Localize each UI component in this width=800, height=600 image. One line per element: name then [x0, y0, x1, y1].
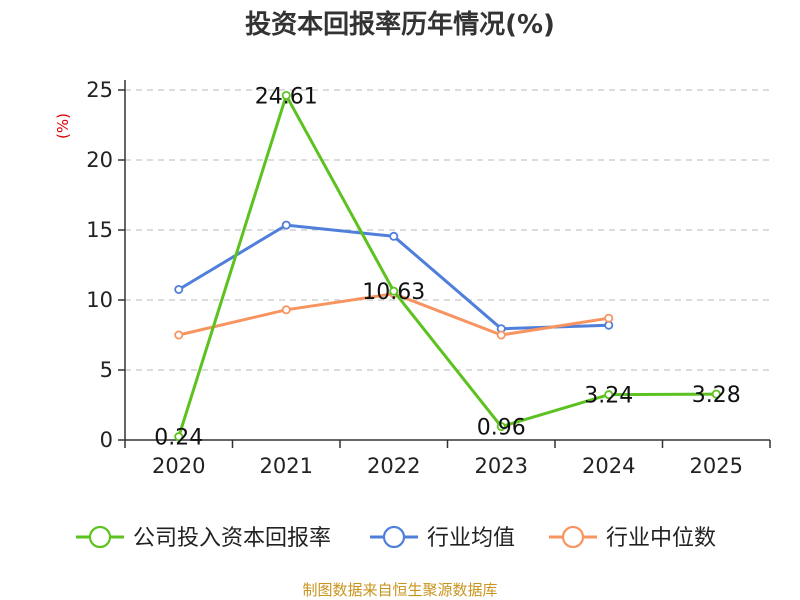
legend-item[interactable]: 公司投入资本回报率	[76, 525, 331, 551]
data-label: 3.24	[584, 384, 633, 409]
x-tick-label: 2021	[260, 454, 313, 478]
data-point-company	[496, 422, 506, 432]
data-point-company	[604, 390, 614, 400]
data-label: 0.96	[477, 416, 526, 441]
series-line-company	[177, 93, 717, 438]
data-label: 0.24	[154, 426, 203, 451]
legend-marker-icon	[88, 525, 112, 549]
legend-marker-icon	[561, 525, 585, 549]
data-point-industry-median	[174, 330, 184, 340]
legend-label: 行业均值	[427, 526, 515, 551]
data-label: 24.61	[255, 84, 318, 109]
x-tick-label: 2022	[367, 454, 420, 478]
x-tick-label: 2024	[582, 454, 635, 478]
data-point-industry-median	[496, 330, 506, 340]
legend-label: 公司投入资本回报率	[133, 526, 331, 551]
legend-item[interactable]: 行业中位数	[549, 525, 716, 551]
x-tick-label: 2020	[152, 454, 205, 478]
y-axis-unit-label: (%)	[54, 113, 72, 139]
legend-label: 行业中位数	[606, 526, 716, 551]
y-tick-label: 25	[86, 78, 113, 102]
y-tick-label: 15	[86, 218, 113, 242]
data-point-company	[174, 432, 184, 442]
x-tick-label: 2023	[475, 454, 528, 478]
data-point-industry-mean	[281, 220, 291, 230]
data-label: 10.63	[362, 280, 425, 305]
data-point-company	[281, 90, 291, 100]
y-tick-label: 5	[100, 358, 113, 382]
data-point-industry-median	[604, 313, 614, 323]
data-point-company	[389, 286, 399, 296]
y-tick-label: 10	[86, 288, 113, 312]
x-tick-label: 2025	[690, 454, 743, 478]
data-point-industry-mean	[174, 284, 184, 294]
legend-marker-icon	[382, 525, 406, 549]
data-source-note: 制图数据来自恒生聚源数据库	[302, 581, 497, 599]
chart-title: 投资本回报率历年情况(%)	[245, 9, 555, 40]
data-label: 3.28	[692, 383, 741, 408]
legend-item[interactable]: 行业均值	[370, 525, 515, 551]
data-point-industry-mean	[389, 231, 399, 241]
y-tick-label: 0	[100, 428, 113, 452]
data-point-company	[711, 389, 721, 399]
y-tick-label: 20	[86, 148, 113, 172]
data-point-industry-median	[281, 305, 291, 315]
